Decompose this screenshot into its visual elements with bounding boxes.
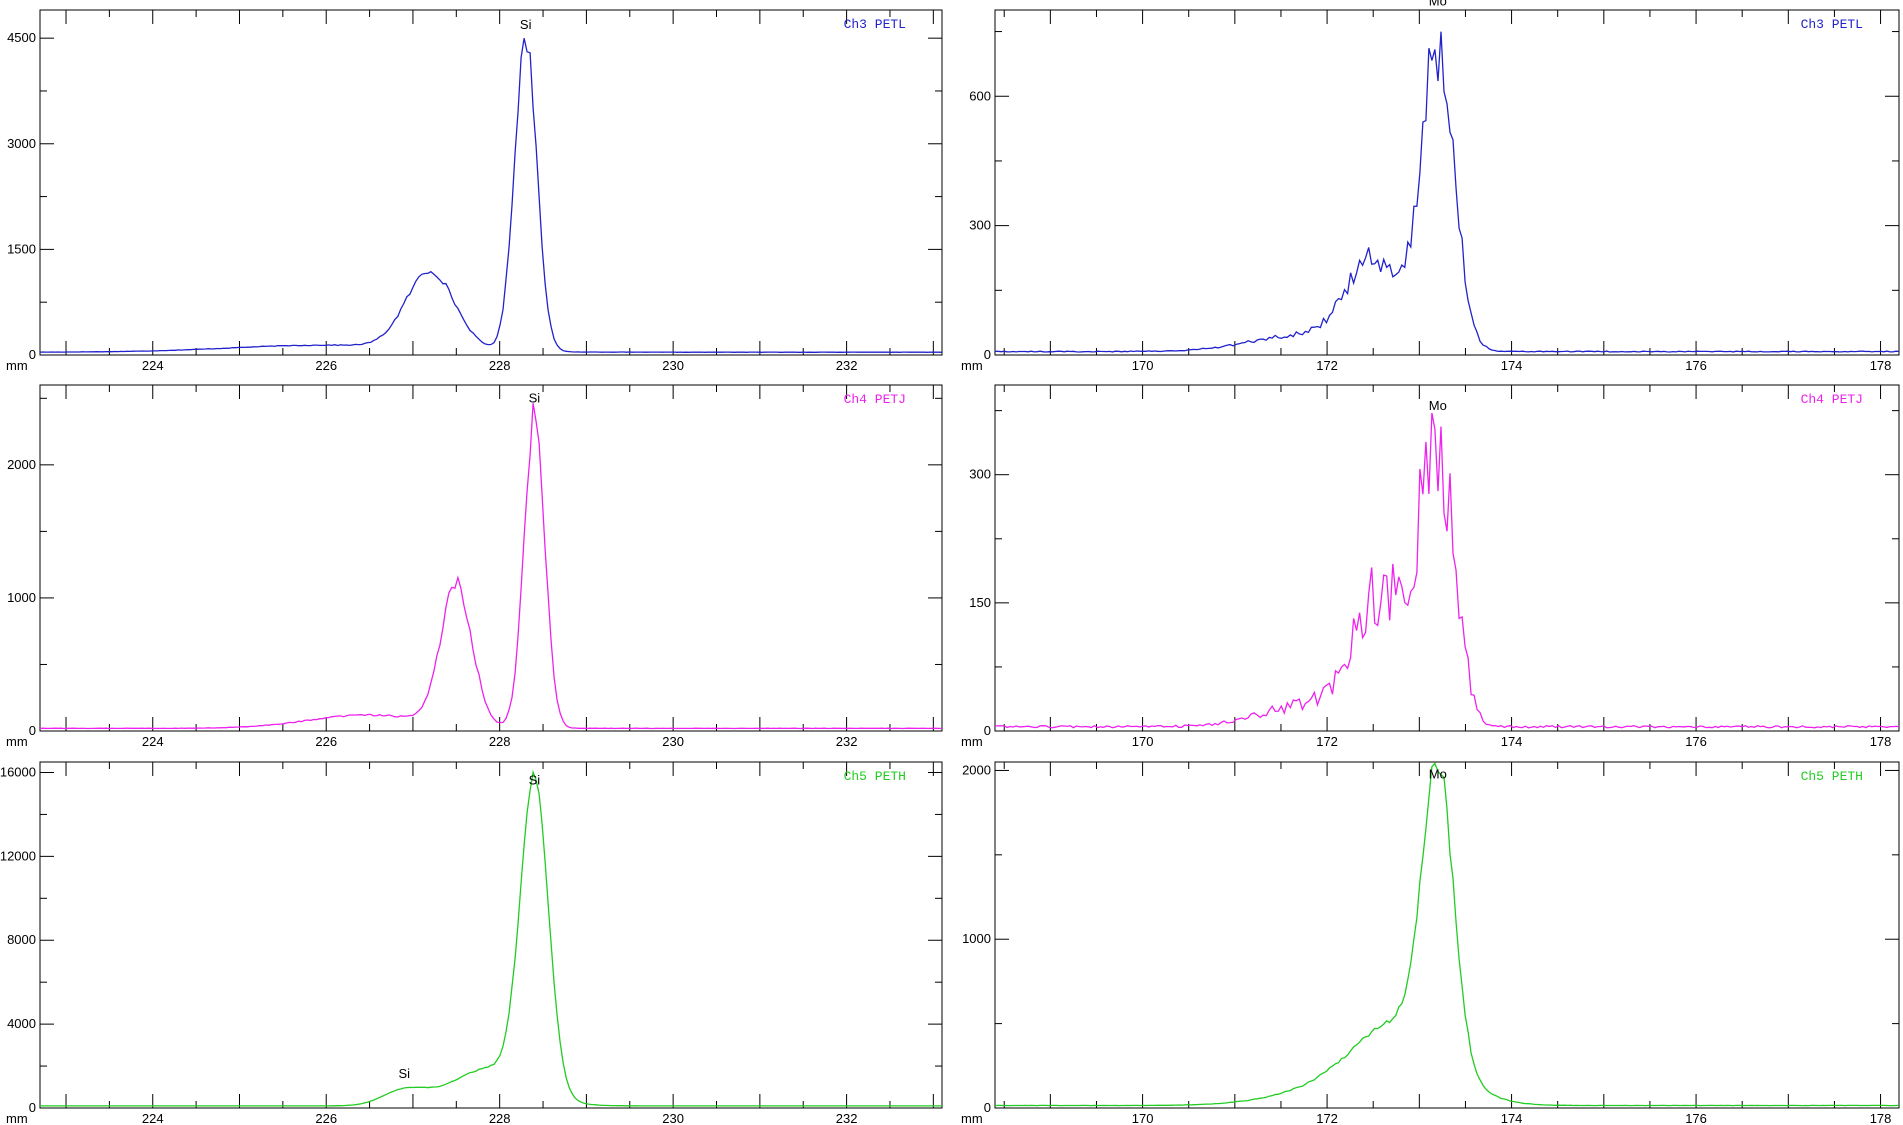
x-tick-label: 174 — [1501, 1111, 1523, 1125]
peak-label: Si — [398, 1066, 410, 1081]
spectrum-line-ch5-mo — [994, 762, 1900, 1107]
x-tick-label: 232 — [836, 1111, 858, 1125]
y-tick-label: 8000 — [7, 932, 36, 947]
plot-frame — [39, 384, 943, 732]
y-tick-label: 3000 — [7, 136, 36, 151]
spectrum-line-ch4-mo — [995, 412, 1900, 729]
channel-label: Ch5 PETH — [844, 769, 906, 784]
y-tick-label: 12000 — [0, 848, 36, 863]
x-unit-label: mm — [6, 1111, 28, 1125]
x-unit-label: mm — [6, 734, 28, 749]
y-tick-label: 4500 — [7, 30, 36, 45]
peak-label: Mo — [1429, 0, 1447, 8]
channel-label: Ch4 PETJ — [844, 392, 906, 407]
x-tick-label: 170 — [1132, 734, 1154, 749]
x-unit-label: mm — [961, 1111, 983, 1125]
channel-label: Ch4 PETJ — [1801, 392, 1863, 407]
spectrum-line-ch3-si — [39, 38, 943, 353]
chart-panel-ch4-mo: 170 172 174 176 178 0 150 300 mm Ch4 PETJ Mo — [961, 384, 1900, 749]
chart-panel-ch5-si: 224 226 228 230 232 0 4000 8000 12000 16000 mm Ch5 … — [0, 761, 943, 1125]
chart-panel-ch4-si: 224 226 228 230 232 0 1000 2000 mm Ch4 PETJ Si — [6, 384, 943, 749]
x-tick-label: 178 — [1870, 358, 1892, 373]
x-tick-label: 230 — [662, 358, 684, 373]
x-tick-label: 172 — [1316, 358, 1338, 373]
y-tick-label: 0 — [984, 723, 991, 738]
x-tick-label: 226 — [315, 358, 337, 373]
x-tick-label: 176 — [1685, 358, 1707, 373]
spectrum-line-ch5-si — [40, 769, 942, 1107]
y-tick-label: 1500 — [7, 241, 36, 256]
x-tick-label: 230 — [662, 1111, 684, 1125]
y-tick-label: 300 — [969, 467, 991, 482]
chart-panel-ch3-mo: 170 172 174 176 178 0 300 600 mm Ch3 PETL Mo — [961, 0, 1900, 373]
x-unit-label: mm — [961, 734, 983, 749]
x-tick-label: 172 — [1316, 1111, 1338, 1125]
y-tick-label: 0 — [29, 723, 36, 738]
x-tick-label: 170 — [1132, 358, 1154, 373]
y-tick-label: 0 — [984, 347, 991, 362]
x-tick-label: 230 — [662, 734, 684, 749]
y-tick-label: 600 — [969, 88, 991, 103]
plot-frame — [994, 761, 1900, 1109]
chart-panel-ch5-mo: 170 172 174 176 178 0 1000 2000 mm Ch5 PETH Mo — [961, 761, 1900, 1125]
peak-label: Si — [529, 391, 541, 406]
x-tick-label: 226 — [315, 1111, 337, 1125]
x-tick-label: 224 — [142, 1111, 164, 1125]
x-tick-label: 178 — [1870, 734, 1892, 749]
y-tick-label: 2000 — [962, 762, 991, 777]
x-tick-label: 232 — [836, 358, 858, 373]
y-tick-label: 300 — [969, 218, 991, 233]
channel-label: Ch3 PETL — [1801, 17, 1863, 32]
peak-label: Si — [529, 772, 541, 787]
peak-label: Mo — [1429, 766, 1447, 781]
x-tick-label: 174 — [1501, 358, 1523, 373]
y-tick-label: 150 — [969, 595, 991, 610]
x-tick-label: 228 — [489, 1111, 511, 1125]
y-tick-label: 1000 — [962, 931, 991, 946]
spectrum-line-ch3-mo — [995, 31, 1900, 353]
x-tick-label: 224 — [142, 734, 164, 749]
y-tick-label: 16000 — [0, 764, 36, 779]
y-tick-label: 1000 — [7, 590, 36, 605]
x-tick-label: 174 — [1501, 734, 1523, 749]
x-tick-label: 172 — [1316, 734, 1338, 749]
x-tick-label: 224 — [142, 358, 164, 373]
plot-frame — [39, 9, 943, 356]
x-unit-label: mm — [6, 358, 28, 373]
y-tick-label: 0 — [29, 1100, 36, 1115]
y-tick-label: 0 — [984, 1100, 991, 1115]
plot-frame — [39, 761, 943, 1109]
peak-label: Si — [520, 17, 532, 32]
x-tick-label: 176 — [1685, 1111, 1707, 1125]
spectrum-line-ch4-si — [39, 403, 942, 730]
x-tick-label: 226 — [315, 734, 337, 749]
plot-frame — [994, 9, 1900, 356]
x-tick-label: 228 — [489, 358, 511, 373]
x-tick-label: 228 — [489, 734, 511, 749]
x-tick-label: 178 — [1870, 1111, 1892, 1125]
channel-label: Ch5 PETH — [1801, 769, 1863, 784]
plot-frame — [994, 384, 1900, 732]
y-tick-label: 4000 — [7, 1016, 36, 1031]
y-tick-label: 2000 — [7, 457, 36, 472]
x-tick-label: 176 — [1685, 734, 1707, 749]
x-tick-label: 170 — [1132, 1111, 1154, 1125]
chart-panel-ch3-si: 224 226 228 230 232 0 1500 3000 4500 mm Ch3 PETL Si — [6, 9, 943, 373]
x-tick-label: 232 — [836, 734, 858, 749]
channel-label: Ch3 PETL — [844, 17, 906, 32]
y-tick-label: 0 — [29, 347, 36, 362]
x-unit-label: mm — [961, 358, 983, 373]
peak-label: Mo — [1429, 398, 1447, 413]
